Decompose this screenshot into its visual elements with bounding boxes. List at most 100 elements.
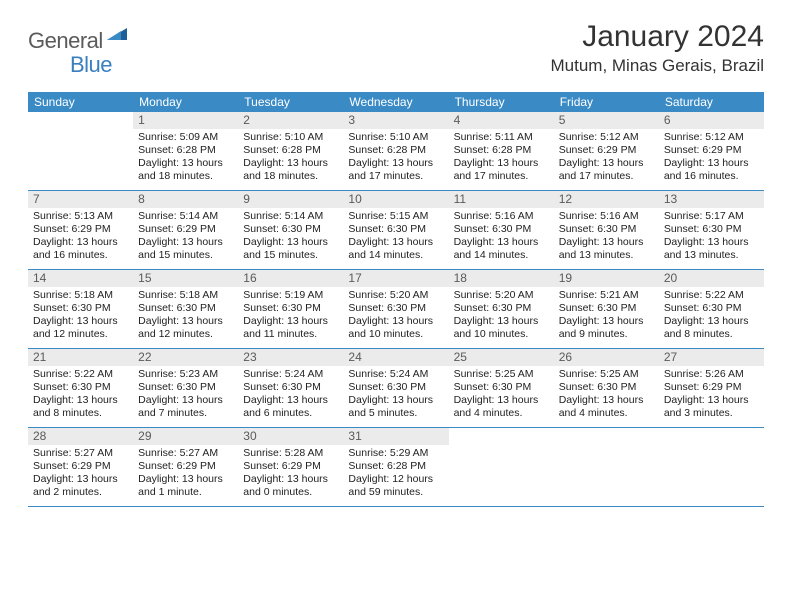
day-cell: 24Sunrise: 5:24 AMSunset: 6:30 PMDayligh…	[343, 349, 448, 427]
day-number: 30	[238, 428, 343, 445]
sunrise-text: Sunrise: 5:14 AM	[243, 210, 338, 223]
day-cell: 13Sunrise: 5:17 AMSunset: 6:30 PMDayligh…	[659, 191, 764, 269]
daylight-text: Daylight: 13 hours and 13 minutes.	[559, 236, 654, 262]
daylight-text: Daylight: 13 hours and 16 minutes.	[664, 157, 759, 183]
day-number: 12	[554, 191, 659, 208]
day-body: Sunrise: 5:17 AMSunset: 6:30 PMDaylight:…	[659, 208, 764, 267]
weekday-header: Tuesday	[238, 92, 343, 112]
sunrise-text: Sunrise: 5:10 AM	[348, 131, 443, 144]
day-body: Sunrise: 5:09 AMSunset: 6:28 PMDaylight:…	[133, 129, 238, 188]
day-cell: 10Sunrise: 5:15 AMSunset: 6:30 PMDayligh…	[343, 191, 448, 269]
day-cell: 25Sunrise: 5:25 AMSunset: 6:30 PMDayligh…	[449, 349, 554, 427]
day-number: 27	[659, 349, 764, 366]
day-number: 6	[659, 112, 764, 129]
day-cell: 12Sunrise: 5:16 AMSunset: 6:30 PMDayligh…	[554, 191, 659, 269]
sunrise-text: Sunrise: 5:28 AM	[243, 447, 338, 460]
sunrise-text: Sunrise: 5:22 AM	[664, 289, 759, 302]
location: Mutum, Minas Gerais, Brazil	[551, 56, 765, 76]
sunset-text: Sunset: 6:29 PM	[559, 144, 654, 157]
day-cell	[28, 112, 133, 190]
sunrise-text: Sunrise: 5:16 AM	[559, 210, 654, 223]
day-cell	[659, 428, 764, 506]
sunset-text: Sunset: 6:29 PM	[138, 223, 233, 236]
daylight-text: Daylight: 13 hours and 14 minutes.	[454, 236, 549, 262]
sunset-text: Sunset: 6:29 PM	[138, 460, 233, 473]
day-number: 2	[238, 112, 343, 129]
day-number: 24	[343, 349, 448, 366]
weeks-container: 1Sunrise: 5:09 AMSunset: 6:28 PMDaylight…	[28, 112, 764, 507]
calendar-page: General January 2024 Mutum, Minas Gerais…	[0, 0, 792, 527]
sunrise-text: Sunrise: 5:25 AM	[454, 368, 549, 381]
daylight-text: Daylight: 13 hours and 8 minutes.	[664, 315, 759, 341]
week-row: 14Sunrise: 5:18 AMSunset: 6:30 PMDayligh…	[28, 270, 764, 349]
day-cell: 2Sunrise: 5:10 AMSunset: 6:28 PMDaylight…	[238, 112, 343, 190]
daylight-text: Daylight: 13 hours and 4 minutes.	[454, 394, 549, 420]
day-body: Sunrise: 5:24 AMSunset: 6:30 PMDaylight:…	[238, 366, 343, 425]
day-number: 23	[238, 349, 343, 366]
sunrise-text: Sunrise: 5:23 AM	[138, 368, 233, 381]
day-cell: 21Sunrise: 5:22 AMSunset: 6:30 PMDayligh…	[28, 349, 133, 427]
weekday-header: Thursday	[449, 92, 554, 112]
sunrise-text: Sunrise: 5:15 AM	[348, 210, 443, 223]
day-number: 20	[659, 270, 764, 287]
sunset-text: Sunset: 6:30 PM	[664, 223, 759, 236]
day-body: Sunrise: 5:27 AMSunset: 6:29 PMDaylight:…	[133, 445, 238, 504]
day-number: 22	[133, 349, 238, 366]
day-body: Sunrise: 5:10 AMSunset: 6:28 PMDaylight:…	[238, 129, 343, 188]
day-body: Sunrise: 5:23 AMSunset: 6:30 PMDaylight:…	[133, 366, 238, 425]
daylight-text: Daylight: 13 hours and 0 minutes.	[243, 473, 338, 499]
day-body: Sunrise: 5:12 AMSunset: 6:29 PMDaylight:…	[554, 129, 659, 188]
daylight-text: Daylight: 13 hours and 14 minutes.	[348, 236, 443, 262]
weekday-header: Saturday	[659, 92, 764, 112]
calendar: Sunday Monday Tuesday Wednesday Thursday…	[28, 92, 764, 507]
sunrise-text: Sunrise: 5:18 AM	[33, 289, 128, 302]
day-body: Sunrise: 5:18 AMSunset: 6:30 PMDaylight:…	[133, 287, 238, 346]
title-block: January 2024 Mutum, Minas Gerais, Brazil	[551, 20, 765, 76]
daylight-text: Daylight: 13 hours and 15 minutes.	[138, 236, 233, 262]
day-number: 7	[28, 191, 133, 208]
day-cell: 14Sunrise: 5:18 AMSunset: 6:30 PMDayligh…	[28, 270, 133, 348]
day-cell: 23Sunrise: 5:24 AMSunset: 6:30 PMDayligh…	[238, 349, 343, 427]
sunset-text: Sunset: 6:30 PM	[348, 302, 443, 315]
day-cell: 15Sunrise: 5:18 AMSunset: 6:30 PMDayligh…	[133, 270, 238, 348]
daylight-text: Daylight: 13 hours and 6 minutes.	[243, 394, 338, 420]
day-body: Sunrise: 5:20 AMSunset: 6:30 PMDaylight:…	[343, 287, 448, 346]
day-number: 14	[28, 270, 133, 287]
sunrise-text: Sunrise: 5:12 AM	[559, 131, 654, 144]
day-number: 15	[133, 270, 238, 287]
day-body: Sunrise: 5:13 AMSunset: 6:29 PMDaylight:…	[28, 208, 133, 267]
sunset-text: Sunset: 6:30 PM	[138, 302, 233, 315]
day-body: Sunrise: 5:28 AMSunset: 6:29 PMDaylight:…	[238, 445, 343, 504]
sunrise-text: Sunrise: 5:18 AM	[138, 289, 233, 302]
day-body: Sunrise: 5:11 AMSunset: 6:28 PMDaylight:…	[449, 129, 554, 188]
day-number: 4	[449, 112, 554, 129]
day-cell: 26Sunrise: 5:25 AMSunset: 6:30 PMDayligh…	[554, 349, 659, 427]
day-number: 26	[554, 349, 659, 366]
day-body: Sunrise: 5:19 AMSunset: 6:30 PMDaylight:…	[238, 287, 343, 346]
sunset-text: Sunset: 6:30 PM	[454, 223, 549, 236]
day-body: Sunrise: 5:14 AMSunset: 6:29 PMDaylight:…	[133, 208, 238, 267]
day-body: Sunrise: 5:27 AMSunset: 6:29 PMDaylight:…	[28, 445, 133, 504]
day-cell: 6Sunrise: 5:12 AMSunset: 6:29 PMDaylight…	[659, 112, 764, 190]
weekday-header-row: Sunday Monday Tuesday Wednesday Thursday…	[28, 92, 764, 112]
day-number: 29	[133, 428, 238, 445]
week-row: 1Sunrise: 5:09 AMSunset: 6:28 PMDaylight…	[28, 112, 764, 191]
day-number: 28	[28, 428, 133, 445]
sunrise-text: Sunrise: 5:13 AM	[33, 210, 128, 223]
sunset-text: Sunset: 6:28 PM	[348, 460, 443, 473]
sunset-text: Sunset: 6:30 PM	[243, 302, 338, 315]
day-body: Sunrise: 5:16 AMSunset: 6:30 PMDaylight:…	[449, 208, 554, 267]
daylight-text: Daylight: 13 hours and 15 minutes.	[243, 236, 338, 262]
sunrise-text: Sunrise: 5:20 AM	[454, 289, 549, 302]
daylight-text: Daylight: 13 hours and 8 minutes.	[33, 394, 128, 420]
day-body: Sunrise: 5:24 AMSunset: 6:30 PMDaylight:…	[343, 366, 448, 425]
day-number: 31	[343, 428, 448, 445]
daylight-text: Daylight: 13 hours and 7 minutes.	[138, 394, 233, 420]
sunrise-text: Sunrise: 5:26 AM	[664, 368, 759, 381]
day-cell: 1Sunrise: 5:09 AMSunset: 6:28 PMDaylight…	[133, 112, 238, 190]
day-body: Sunrise: 5:15 AMSunset: 6:30 PMDaylight:…	[343, 208, 448, 267]
sunset-text: Sunset: 6:30 PM	[664, 302, 759, 315]
day-number: 18	[449, 270, 554, 287]
daylight-text: Daylight: 13 hours and 17 minutes.	[559, 157, 654, 183]
day-cell: 30Sunrise: 5:28 AMSunset: 6:29 PMDayligh…	[238, 428, 343, 506]
